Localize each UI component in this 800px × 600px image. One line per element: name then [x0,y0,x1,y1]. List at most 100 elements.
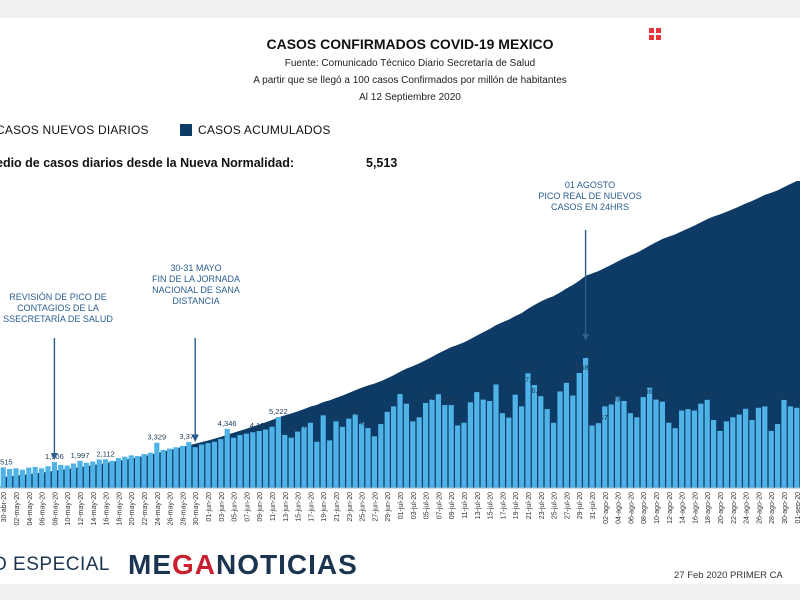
daily-bar [192,447,198,488]
data-label: 5,104 [339,409,358,418]
daily-bar [186,442,192,488]
daily-bar [768,430,774,488]
x-tick-label: 27-jul-20 [564,492,571,519]
x-tick-label: 06-may-20 [40,492,47,526]
data-label: 6,859 [506,385,525,394]
data-label: 6,751 [531,386,550,395]
x-tick-label: 28-may-20 [180,492,187,526]
x-tick-label: 03-jul-20 [411,492,418,519]
daily-bar [314,441,320,488]
daily-bar [359,422,365,488]
data-label: 4,147 [288,422,307,431]
daily-bar [570,395,576,488]
x-tick-label: 14-may-20 [91,492,98,526]
daily-bar [32,466,38,488]
data-label: 8,458 [570,363,589,372]
daily-bar [698,403,704,488]
x-tick-label: 12-ago-20 [667,492,674,524]
daily-bar [787,406,793,488]
data-label: 4,346 [218,419,237,428]
daily-bar [608,404,614,488]
daily-bar [672,428,678,488]
daily-bar [423,403,429,488]
daily-bar [589,425,595,488]
x-tick-label: 01-jul-20 [398,492,405,519]
daily-bar [250,432,256,488]
legend-label-daily: CASOS NUEVOS DIARIOS [0,123,149,137]
news-banner: O ESPECIAL MEGANOTICIAS [0,546,800,584]
x-tick-label: 09-jul-20 [449,492,456,519]
x-tick-label: 22-may-20 [142,492,149,526]
daily-bar [493,384,499,488]
x-tick-label: 25-jun-20 [360,492,367,522]
x-tick-label: 30-may-20 [193,492,200,526]
chart-title: CASOS CONFIRMADOS COVID-19 MEXICO [266,36,554,52]
daily-bar [211,441,217,488]
daily-bars [0,358,800,488]
data-label: 3,377 [179,432,198,441]
daily-bar [58,464,64,488]
daily-bar [384,411,390,488]
x-tick-label: 11-jul-20 [462,492,469,519]
x-tick-label: 09-jun-20 [257,492,264,522]
daily-bar [339,426,345,488]
annotation-line: 30-31 MAYO [170,263,222,273]
x-tick-label: 18-ago-20 [705,492,712,524]
x-tick-label: 17-jul-20 [500,492,507,519]
x-tick-label: 30-ago-20 [782,492,789,524]
x-tick-label: 12-may-20 [78,492,85,526]
annotation-line: CONTAGIOS DE LA [17,303,99,313]
daily-bar [0,467,6,488]
data-label: 4,441 [327,411,346,420]
daily-bar [480,399,486,488]
daily-bar [557,391,563,488]
x-tick-label: 04-ago-20 [616,492,623,524]
daily-bar [467,402,473,488]
x-tick-label: 11-jun-20 [270,492,277,521]
data-label: 5,222 [269,407,288,416]
annotation-sana-distancia: 30-31 MAYO FIN DE LA JORNADA NACIONAL DE… [128,263,264,307]
daily-bar [288,437,294,488]
daily-bar [455,425,461,488]
x-tick-label: 28-ago-20 [769,492,776,524]
daily-bar [352,414,358,488]
data-label: 3,329 [147,433,166,442]
daily-bar [275,416,281,488]
data-label: 8,438 [519,363,538,372]
data-label: 7,371 [640,378,659,387]
data-label: 7,051 [467,382,486,391]
average-label: edio de casos diarios desde la Nueva Nor… [0,156,295,170]
daily-bar [256,431,262,488]
daily-bar [346,418,352,488]
daily-bar [659,401,665,488]
daily-bar [762,406,768,488]
x-tick-label: 13-jul-20 [475,492,482,519]
daily-bar [429,399,435,488]
daily-bar [39,468,45,488]
x-tick-label: 21-jun-20 [334,492,341,522]
daily-bar [160,449,166,488]
daily-bar [595,423,601,488]
x-tick-label: 29-jun-20 [385,492,392,522]
x-tick-label: 16-ago-20 [692,492,699,524]
x-tick-label: 13-jun-20 [283,492,290,522]
x-tick-label: 08-may-20 [52,492,59,526]
daily-bar [327,440,333,488]
daily-bar [295,431,301,488]
data-label: 6,250 [416,393,435,402]
daily-bar [538,396,544,488]
daily-bar [442,405,448,488]
data-label: 6,482 [698,390,717,399]
daily-bar [474,392,480,488]
daily-bar [13,468,19,488]
data-label: 5,441 [346,404,365,413]
brand-logo: MEGANOTICIAS [128,549,358,581]
data-label: 6,139 [602,395,621,404]
daily-bar [320,415,326,488]
daily-bar [199,444,205,488]
daily-bar [141,454,147,488]
daily-bar [135,456,141,488]
annotation-peak-august: 01 AGOSTO PICO REAL DE NUEVOS CASOS EN 2… [520,180,660,213]
daily-bar [666,422,672,488]
chart-svg: 1,5151,9061,9972,1123,3293,3774,3464,190… [0,181,800,526]
